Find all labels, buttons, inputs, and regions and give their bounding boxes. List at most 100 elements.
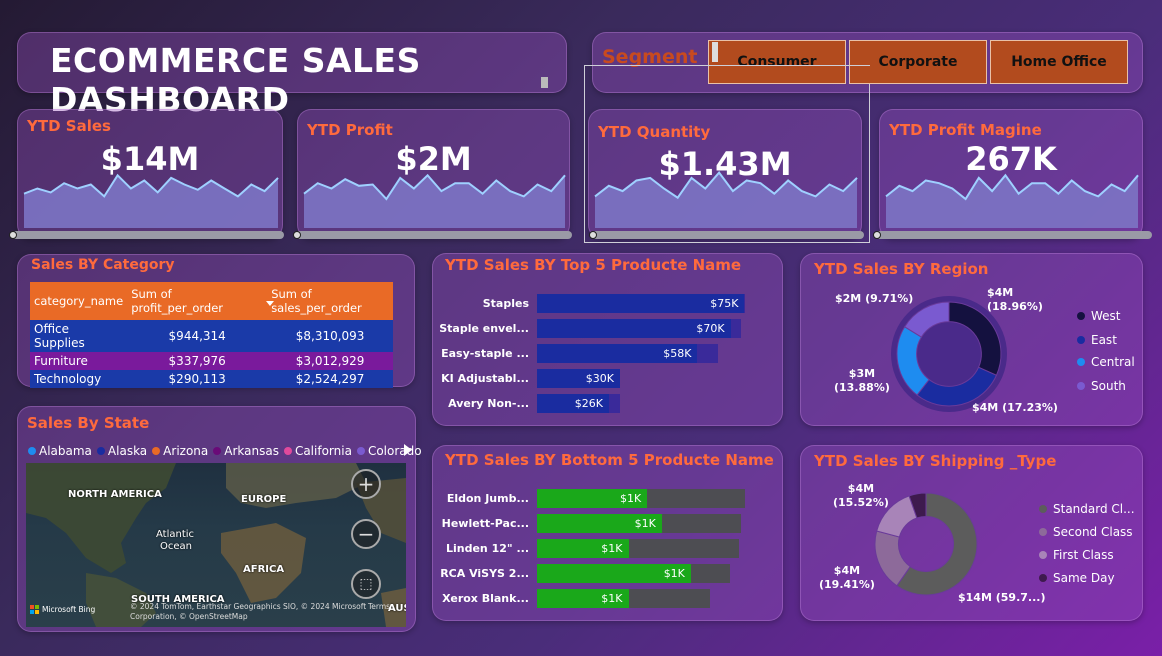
microsoft-logo-icon [30,605,39,614]
legend-alabama[interactable]: Alabama [28,444,92,458]
bottom5-title: YTD Sales BY Bottom 5 Producte Name [445,451,774,469]
donut-slice[interactable] [903,301,950,338]
bar-category-label: Linden 12" ... [445,542,529,555]
bar[interactable]: $30K [537,369,620,388]
map-attribution: © 2024 TomTom, Earthstar Geographics SIO… [130,602,367,621]
scroll-handle[interactable] [589,231,597,239]
sparkline-line [885,173,1139,201]
bar[interactable]: $1K [537,564,691,583]
top5-title: YTD Sales BY Top 5 Producte Name [445,256,742,274]
bar[interactable]: $70K [537,319,731,338]
kpi-title: YTD Quantity [598,123,711,141]
select-area-button[interactable]: ⬚ [351,569,381,599]
segment-home-office-button[interactable]: Home Office [990,40,1128,84]
table-row[interactable]: Office Supplies $944,314 $8,310,093 [30,320,393,352]
top5-card: YTD Sales BY Top 5 Producte Name Staples… [432,253,783,426]
legend-california[interactable]: California [283,444,352,458]
legend-marker [96,447,105,455]
kpi-card-profit-margin: YTD Profit Magine 267K [879,109,1143,239]
donut-slice[interactable] [896,492,978,596]
bar[interactable]: $1K [537,489,648,508]
kpi-scrollbar-profit[interactable] [296,231,572,239]
map-label-europe: EUROPE [241,494,287,505]
bar[interactable]: $1K [537,539,629,558]
kpi-card-profit: YTD Profit $2M [297,109,570,239]
kpi-card-quantity: YTD Quantity $1.43M [588,109,862,239]
legend-next-icon[interactable] [404,444,412,456]
table-cell: Office Supplies [34,322,85,350]
bar-category-label: Staple envel... [439,322,529,335]
top5-bars: Staples $75K Staple envel... $70K Easy-stapl… [433,254,784,427]
kpi-scrollbar-sales[interactable] [12,231,284,239]
map-label-north-america: NORTH AMERICA [68,489,162,500]
scroll-handle[interactable] [293,231,301,239]
segment-corporate-button[interactable]: Corporate [849,40,987,84]
legend-arizona[interactable]: Arizona [152,444,208,458]
region-label-west: $4M (18.96%) [987,286,1043,313]
kpi-value: $14M [100,140,200,178]
segment-consumer-button[interactable]: Consumer [708,40,846,84]
resize-handle[interactable] [541,77,548,88]
legend-alaska[interactable]: Alaska [96,444,147,458]
scroll-handle[interactable] [9,231,17,239]
donut-slice[interactable] [908,492,927,519]
zoom-out-button[interactable]: − [351,519,381,549]
legend-marker [1039,574,1047,582]
legend-standard[interactable]: Standard Cl... [1039,502,1135,516]
legend-first[interactable]: First Class [1039,548,1114,562]
region-donut[interactable] [889,294,1009,414]
map-label-australia: AUST [388,603,406,614]
kpi-value: 267K [965,140,1057,178]
state-legend: Alabama Alaska Arizona Arkansas Californ… [28,444,422,458]
bar[interactable]: $75K [537,294,745,313]
table-row[interactable]: Technology $290,113 $2,524,297 [30,370,393,388]
segment-label: Segment [602,46,698,68]
sparkline-area [24,175,278,228]
bing-label: Microsoft Bing [42,605,96,614]
shipping-label-second: $4M (19.41%) [819,564,875,591]
bar-category-label: KI Adjustabl... [441,372,529,385]
kpi-sparkline [594,171,858,228]
shipping-card: YTD Sales BY Shipping _Type $14M (59.7..… [800,445,1143,621]
bar-category-label: Avery Non-... [448,397,529,410]
column-header[interactable]: category_name [30,282,128,320]
bar[interactable]: $1K [537,514,662,533]
legend-south[interactable]: South [1077,379,1126,393]
bar[interactable]: $1K [537,589,629,608]
segment-slicer-focus-handle[interactable] [712,42,718,62]
kpi-value: $1.43M [658,145,792,183]
zoom-in-button[interactable]: + [351,469,381,499]
kpi-scrollbar-margin[interactable] [876,231,1152,239]
state-card: Sales By State Alabama Alaska Arizona Ar… [17,406,422,632]
legend-marker [1039,528,1047,536]
bar[interactable]: $58K [537,344,698,363]
column-header[interactable]: Sum of sales_per_order [267,282,393,320]
kpi-title: YTD Profit [307,121,393,139]
bar-category-label: Easy-staple ... [441,347,529,360]
bar[interactable]: $26K [537,394,609,413]
legend-marker [1077,336,1085,344]
region-title: YTD Sales BY Region [814,260,989,278]
shipping-donut[interactable] [873,491,979,597]
kpi-card-sales: YTD Sales $14M [17,109,283,239]
sort-desc-icon[interactable] [266,301,274,306]
sparkline-area [304,175,565,228]
kpi-scrollbar-quantity[interactable] [592,231,864,239]
table-cell: $8,310,093 [295,329,365,343]
legend-second[interactable]: Second Class [1039,525,1133,539]
legend-west[interactable]: West [1077,309,1121,323]
selection-outline-edge [869,84,870,243]
legend-marker [1077,382,1085,390]
table-row[interactable]: Furniture $337,976 $3,012,929 [30,352,393,370]
scroll-handle[interactable] [873,231,881,239]
state-map[interactable]: NORTH AMERICA EUROPE Atlantic Ocean AFRI… [26,463,406,627]
legend-marker [28,447,36,455]
legend-arkansas[interactable]: Arkansas [213,444,279,458]
table-cell: $337,976 [168,354,226,368]
map-terms-link[interactable]: Terms [368,602,391,611]
legend-same-day[interactable]: Same Day [1039,571,1115,585]
legend-central[interactable]: Central [1077,355,1135,369]
bar-category-label: Xerox Blank... [442,592,529,605]
column-header[interactable]: Sum of profit_per_order [127,282,268,320]
legend-east[interactable]: East [1077,333,1117,347]
